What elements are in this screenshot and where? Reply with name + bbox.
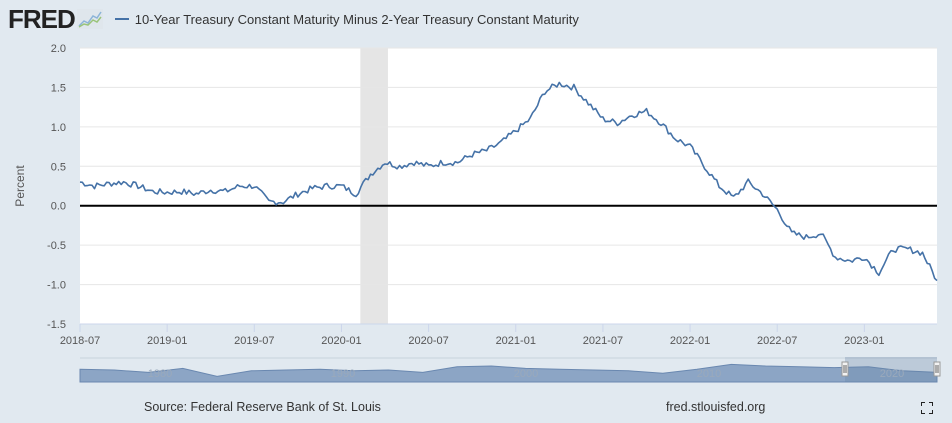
y-tick-label: 1.0 — [51, 122, 66, 134]
fullscreen-icon[interactable] — [921, 402, 933, 414]
plot-background — [80, 48, 937, 324]
navigator[interactable]: 1980 1990 2000 2010 2020 — [79, 357, 941, 383]
y-tick-label: 1.5 — [51, 82, 66, 94]
legend-swatch — [114, 18, 129, 20]
navigator-year-label: 2020 — [880, 368, 904, 380]
x-tick-label: 2019-01 — [147, 335, 187, 347]
fred-url-link[interactable]: fred.stlouisfed.org — [666, 400, 766, 414]
y-tick-label: -1.0 — [47, 280, 66, 292]
recession-band — [360, 48, 388, 324]
navigator-year-label: 1990 — [331, 368, 355, 380]
x-tick-label: 2019-07 — [234, 335, 274, 347]
navigator-year-label: 2000 — [514, 368, 538, 380]
y-tick-label: 2.0 — [51, 43, 66, 55]
legend-label: 10-Year Treasury Constant Maturity Minus… — [134, 11, 579, 27]
fred-logo[interactable]: FRED — [8, 3, 76, 34]
x-tick-label: 2022-01 — [670, 335, 710, 347]
handle-body[interactable] — [841, 361, 849, 377]
y-tick-label: 0.0 — [51, 201, 66, 213]
x-tick-label: 2021-01 — [496, 335, 536, 347]
x-tick-label: 2022-07 — [757, 335, 797, 347]
plot-area[interactable] — [79, 47, 938, 324]
source-text: Source: Federal Reserve Bank of St. Loui… — [144, 400, 381, 414]
y-axis: 2.0 1.5 1.0 0.5 0.0 -0.5 -1.0 -1.5 — [47, 43, 66, 331]
chart-line-icon — [76, 9, 103, 29]
navigator-handle-right[interactable] — [933, 361, 941, 377]
y-axis-title: Percent — [13, 165, 27, 207]
x-tick-label: 2020-07 — [408, 335, 448, 347]
handle-body[interactable] — [933, 361, 941, 377]
x-axis: 2018-07 2019-01 2019-07 2020-01 2020-07 2021-… — [60, 323, 937, 347]
navigator-series — [79, 363, 938, 383]
series-line[interactable] — [79, 81, 938, 282]
navigator-year-label: 1980 — [148, 368, 172, 380]
legend-item[interactable]: 10-Year Treasury Constant Maturity Minus… — [114, 11, 579, 27]
y-tick-label: 0.5 — [51, 161, 66, 173]
navigator-year-label: 2010 — [697, 368, 721, 380]
y-tick-label: -1.5 — [47, 319, 66, 331]
x-tick-label: 2018-07 — [60, 335, 100, 347]
navigator-handle-left[interactable] — [841, 361, 849, 377]
x-tick-label: 2023-01 — [844, 335, 884, 347]
y-tick-label: -0.5 — [47, 240, 66, 252]
chart-header: FRED 10-Year Treasury Constant Maturity … — [8, 4, 579, 34]
navigator-selection[interactable] — [845, 357, 937, 382]
x-tick-label: 2021-07 — [583, 335, 623, 347]
x-tick-label: 2020-01 — [321, 335, 361, 347]
